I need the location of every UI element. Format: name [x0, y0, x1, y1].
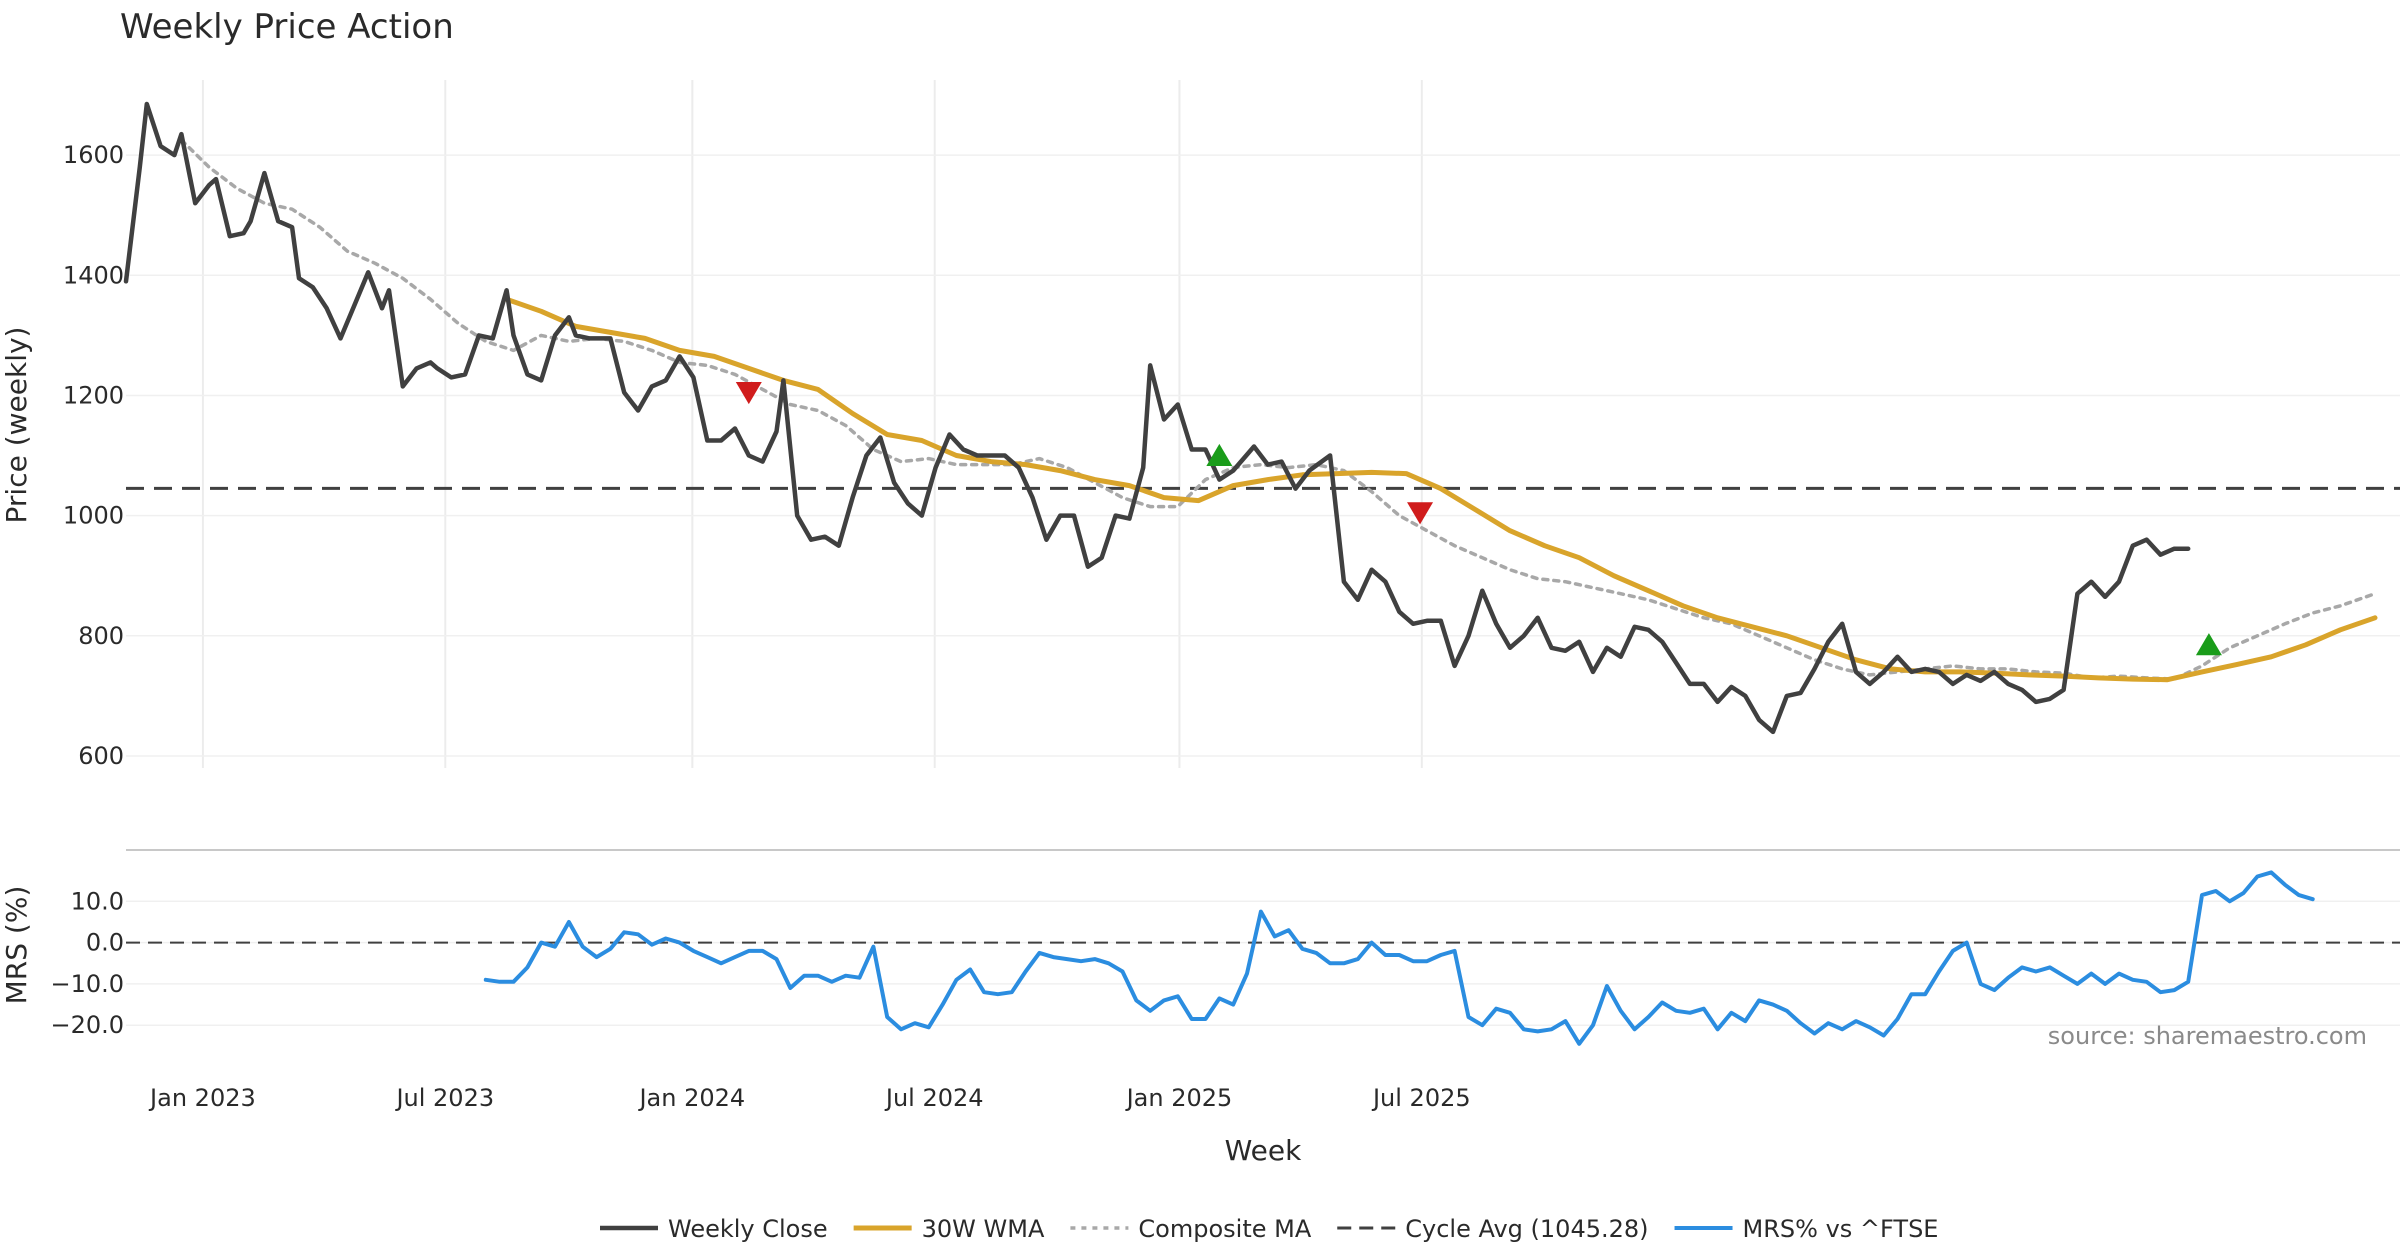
- x-axis-title: Week: [1225, 1134, 1302, 1167]
- mrs-y-tick-label: 10.0: [71, 887, 124, 915]
- legend-label: Composite MA: [1138, 1215, 1311, 1243]
- source-note: source: sharemaestro.com: [2048, 1022, 2367, 1050]
- grid: [126, 80, 2400, 1026]
- buy-signal-marker: [2195, 633, 2222, 656]
- x-tick-label: Jan 2024: [637, 1084, 745, 1112]
- mrs-y-axis-title: MRS (%): [0, 886, 33, 1005]
- price-y-tick-label: 1400: [63, 261, 124, 289]
- x-tick-label: Jul 2024: [884, 1084, 984, 1112]
- series-mrs-vs-ftse: [483, 870, 2315, 1046]
- series-weekly-close: [123, 101, 2191, 735]
- mrs-y-ticks: 10.0 0.0 −10.0 −20.0: [50, 887, 124, 1039]
- price-y-tick-label: 1000: [63, 502, 124, 530]
- price-y-tick-label: 600: [78, 742, 124, 770]
- price-y-ticks: 600 800 1000 1200 1400 1600: [63, 141, 124, 770]
- x-tick-label: Jul 2025: [1371, 1084, 1471, 1112]
- series-composite-ma: [179, 138, 2377, 681]
- price-y-axis-title: Price (weekly): [0, 327, 33, 524]
- reference-lines: [126, 486, 2400, 944]
- sell-signal-marker: [735, 382, 762, 405]
- mrs-y-tick-label: −10.0: [50, 970, 124, 998]
- signal-markers: [735, 382, 2222, 656]
- mrs-y-tick-label: 0.0: [86, 929, 124, 957]
- price-y-tick-label: 1600: [63, 141, 124, 169]
- series-layer: [123, 101, 2378, 1046]
- legend-label: Weekly Close: [668, 1215, 828, 1243]
- x-tick-label: Jul 2023: [394, 1084, 494, 1112]
- mrs-y-tick-label: −20.0: [50, 1011, 124, 1039]
- legend-label: MRS% vs ^FTSE: [1743, 1215, 1939, 1243]
- legend-label: 30W WMA: [922, 1215, 1045, 1243]
- x-tick-label: Jan 2023: [148, 1084, 256, 1112]
- buy-signal-marker: [1206, 443, 1233, 466]
- chart-title: Weekly Price Action: [120, 7, 454, 47]
- x-tick-label: Jan 2025: [1125, 1084, 1233, 1112]
- legend: Weekly Close 30W WMA Composite MA Cycle Avg…: [600, 1215, 1938, 1243]
- price-y-tick-label: 800: [78, 622, 124, 650]
- legend-label: Cycle Avg (1045.28): [1405, 1215, 1648, 1243]
- x-ticks: Jan 2023 Jul 2023 Jan 2024 Jul 2024 Jan 2025…: [148, 1084, 1471, 1112]
- sell-signal-marker: [1407, 502, 1434, 525]
- price-y-tick-label: 1200: [63, 381, 124, 409]
